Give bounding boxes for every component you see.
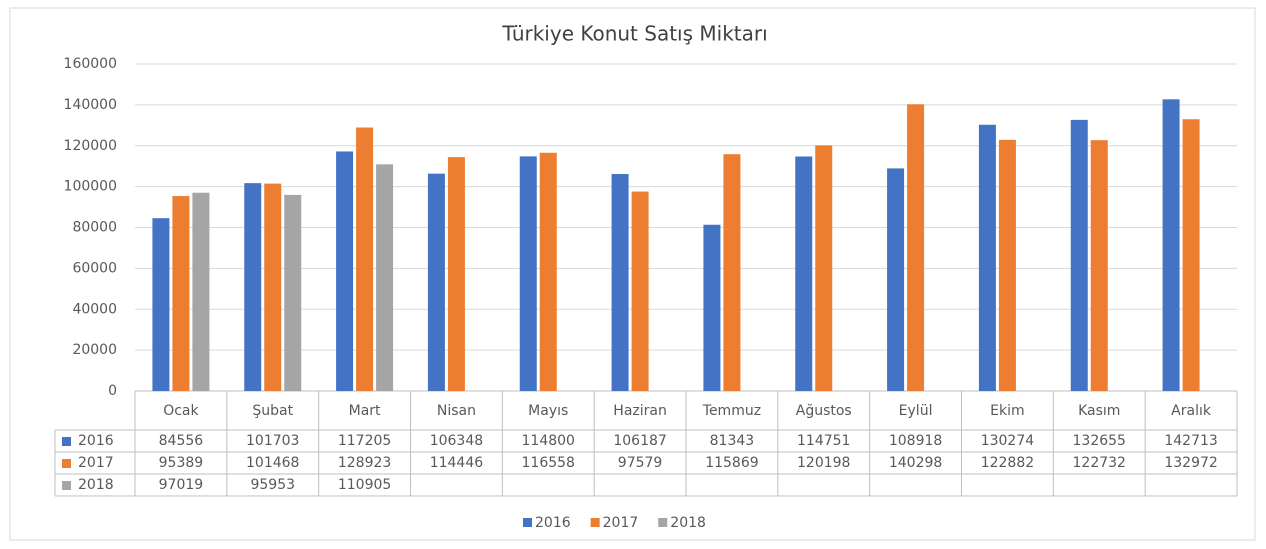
bar [815, 145, 833, 391]
bar [152, 218, 170, 391]
legend-key [658, 518, 668, 527]
table-value: 142713 [1164, 433, 1217, 449]
table-value: 114446 [430, 455, 484, 471]
bar [172, 196, 190, 391]
table-value: 108918 [889, 433, 942, 449]
y-tick-label: 60000 [72, 260, 117, 276]
y-tick-label: 40000 [72, 301, 117, 317]
table-value: 130274 [981, 433, 1035, 449]
x-tick-label: Nisan [437, 403, 476, 419]
legend-key [523, 518, 532, 527]
table-value: 116558 [522, 455, 575, 471]
bar [447, 157, 465, 391]
table-value: 114800 [522, 433, 575, 449]
bar [611, 173, 629, 391]
table-series-name: 2016 [78, 433, 114, 449]
x-tick-label: Şubat [252, 403, 293, 419]
x-tick-label: Kasım [1078, 403, 1120, 419]
table-legend-key [62, 437, 71, 446]
table-value: 97019 [159, 477, 204, 493]
bar [887, 168, 905, 391]
x-tick-label: Ocak [163, 403, 199, 419]
x-tick-label: Temmuz [702, 403, 761, 419]
table-value: 117205 [338, 433, 391, 449]
table-value: 106187 [613, 433, 666, 449]
bar [1162, 99, 1180, 391]
table-series-name: 2017 [78, 455, 114, 471]
legend-label: 2017 [603, 515, 639, 531]
bar [795, 156, 813, 391]
bar [978, 124, 996, 392]
bar [723, 154, 741, 391]
table-value: 95389 [159, 455, 204, 471]
table-value: 132972 [1164, 455, 1217, 471]
bar [284, 194, 302, 391]
table-series-name: 2018 [78, 477, 114, 493]
y-tick-label: 160000 [64, 56, 117, 72]
table-value: 95953 [250, 477, 295, 493]
x-tick-label: Mayıs [528, 403, 568, 419]
table-value: 84556 [159, 433, 204, 449]
y-tick-label: 140000 [64, 97, 117, 113]
bar [539, 152, 557, 391]
table-legend-key [62, 481, 71, 490]
table-value: 110905 [338, 477, 391, 493]
table-value: 132655 [1073, 433, 1126, 449]
x-tick-label: Ağustos [796, 403, 852, 419]
x-tick-label: Mart [349, 403, 381, 419]
table-value: 81343 [710, 433, 755, 449]
y-tick-label: 0 [108, 383, 117, 399]
bar [907, 104, 925, 391]
table-value: 120198 [797, 455, 850, 471]
bar [631, 191, 649, 391]
legend-key [590, 518, 600, 527]
table-legend-key [62, 459, 71, 468]
chart-title: Türkiye Konut Satış Miktarı [501, 22, 767, 46]
table-value: 101703 [246, 433, 299, 449]
table-value: 114751 [797, 433, 850, 449]
bar [1070, 119, 1088, 391]
table-value: 122732 [1073, 455, 1126, 471]
x-tick-label: Haziran [613, 403, 667, 419]
bar [376, 164, 394, 391]
bar [998, 139, 1016, 391]
bar [1182, 119, 1200, 392]
table-value: 115869 [705, 455, 758, 471]
y-tick-label: 80000 [72, 220, 117, 236]
legend-label: 2018 [670, 515, 706, 531]
bar [356, 127, 374, 392]
y-tick-label: 120000 [64, 138, 117, 154]
bar [427, 173, 445, 391]
bar [1090, 140, 1108, 391]
x-tick-label: Ekim [990, 403, 1024, 419]
bar [244, 183, 262, 391]
bar [192, 192, 210, 391]
table-value: 140298 [889, 455, 942, 471]
bar [519, 156, 537, 391]
y-tick-label: 100000 [64, 179, 117, 195]
table-value: 128923 [338, 455, 391, 471]
bar [264, 183, 282, 391]
table-value: 97579 [618, 455, 663, 471]
legend-label: 2016 [535, 515, 571, 531]
x-tick-label: Aralık [1171, 403, 1212, 419]
table-value: 122882 [981, 455, 1034, 471]
x-tick-label: Eylül [899, 403, 933, 419]
table-value: 106348 [430, 433, 483, 449]
table-value: 101468 [246, 455, 299, 471]
bar [703, 224, 721, 391]
bar [336, 151, 354, 391]
y-tick-label: 20000 [72, 342, 117, 358]
